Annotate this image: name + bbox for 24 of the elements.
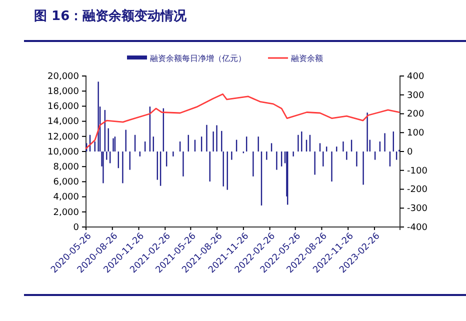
y2-tick-label: -100 xyxy=(407,166,428,176)
y-tick-label: 18,000 xyxy=(48,86,80,97)
y2-tick-label: 400 xyxy=(407,72,424,82)
chart-title: 图 16：融资余额变动情况 xyxy=(34,8,188,24)
y2-tick-label: 0 xyxy=(407,147,413,158)
y-tick-label: 0 xyxy=(73,222,80,233)
y-tick-label: 8,000 xyxy=(53,162,80,172)
y2-tick-label: 300 xyxy=(407,90,424,101)
line-series xyxy=(85,93,400,150)
y2-tick-label: -400 xyxy=(407,222,428,233)
y-tick-label: 6,000 xyxy=(53,178,80,188)
y-tick-label: 12,000 xyxy=(48,132,80,142)
y-tick-label: 2,000 xyxy=(53,208,80,218)
y-tick-label: 10,000 xyxy=(48,147,80,158)
y-tick-label: 20,000 xyxy=(48,72,80,82)
legend-label: 融资余额每日净增（亿元） xyxy=(150,54,246,63)
y-tick-label: 4,000 xyxy=(53,192,80,203)
y2-tick-label: -200 xyxy=(407,185,428,196)
legend-label: 融资余额 xyxy=(291,54,323,63)
y2-tick-label: 200 xyxy=(407,110,424,120)
y-tick-label: 14,000 xyxy=(48,117,80,128)
y-tick-label: 16,000 xyxy=(48,102,80,112)
y2-tick-label: 100 xyxy=(407,128,424,139)
y2-tick-label: -300 xyxy=(407,204,428,214)
